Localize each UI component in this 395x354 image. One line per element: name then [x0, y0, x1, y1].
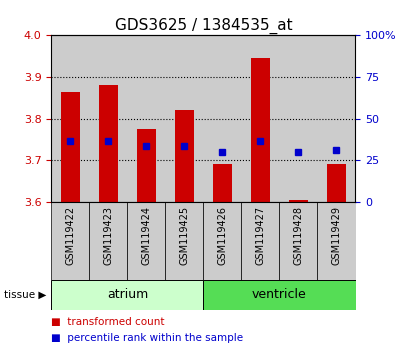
- Bar: [251, 58, 270, 202]
- Text: GSM119429: GSM119429: [331, 206, 342, 265]
- Text: GSM119422: GSM119422: [65, 206, 75, 265]
- Bar: [318, 202, 356, 280]
- Text: GSM119423: GSM119423: [103, 206, 113, 265]
- Title: GDS3625 / 1384535_at: GDS3625 / 1384535_at: [115, 18, 292, 34]
- Bar: [99, 85, 118, 202]
- Bar: [51, 35, 89, 202]
- Bar: [51, 280, 203, 310]
- Bar: [203, 35, 241, 202]
- Bar: [318, 35, 356, 202]
- Bar: [279, 202, 318, 280]
- Bar: [51, 202, 89, 280]
- Text: GSM119424: GSM119424: [141, 206, 151, 265]
- Bar: [137, 129, 156, 202]
- Text: GSM119425: GSM119425: [179, 206, 190, 265]
- Text: tissue ▶: tissue ▶: [4, 290, 46, 300]
- Bar: [127, 35, 166, 202]
- Bar: [166, 202, 203, 280]
- Text: GSM119427: GSM119427: [256, 206, 265, 265]
- Text: ■  percentile rank within the sample: ■ percentile rank within the sample: [51, 333, 243, 343]
- Bar: [289, 200, 308, 202]
- Bar: [127, 202, 166, 280]
- Bar: [203, 202, 241, 280]
- Bar: [203, 280, 356, 310]
- Bar: [166, 35, 203, 202]
- Bar: [175, 110, 194, 202]
- Bar: [89, 35, 127, 202]
- Bar: [61, 92, 80, 202]
- Text: ■  transformed count: ■ transformed count: [51, 318, 165, 327]
- Text: ventricle: ventricle: [252, 288, 307, 301]
- Bar: [279, 35, 318, 202]
- Bar: [213, 164, 232, 202]
- Bar: [327, 164, 346, 202]
- Bar: [241, 35, 279, 202]
- Bar: [241, 202, 279, 280]
- Text: GSM119428: GSM119428: [293, 206, 303, 265]
- Text: atrium: atrium: [107, 288, 148, 301]
- Bar: [89, 202, 127, 280]
- Text: GSM119426: GSM119426: [217, 206, 228, 265]
